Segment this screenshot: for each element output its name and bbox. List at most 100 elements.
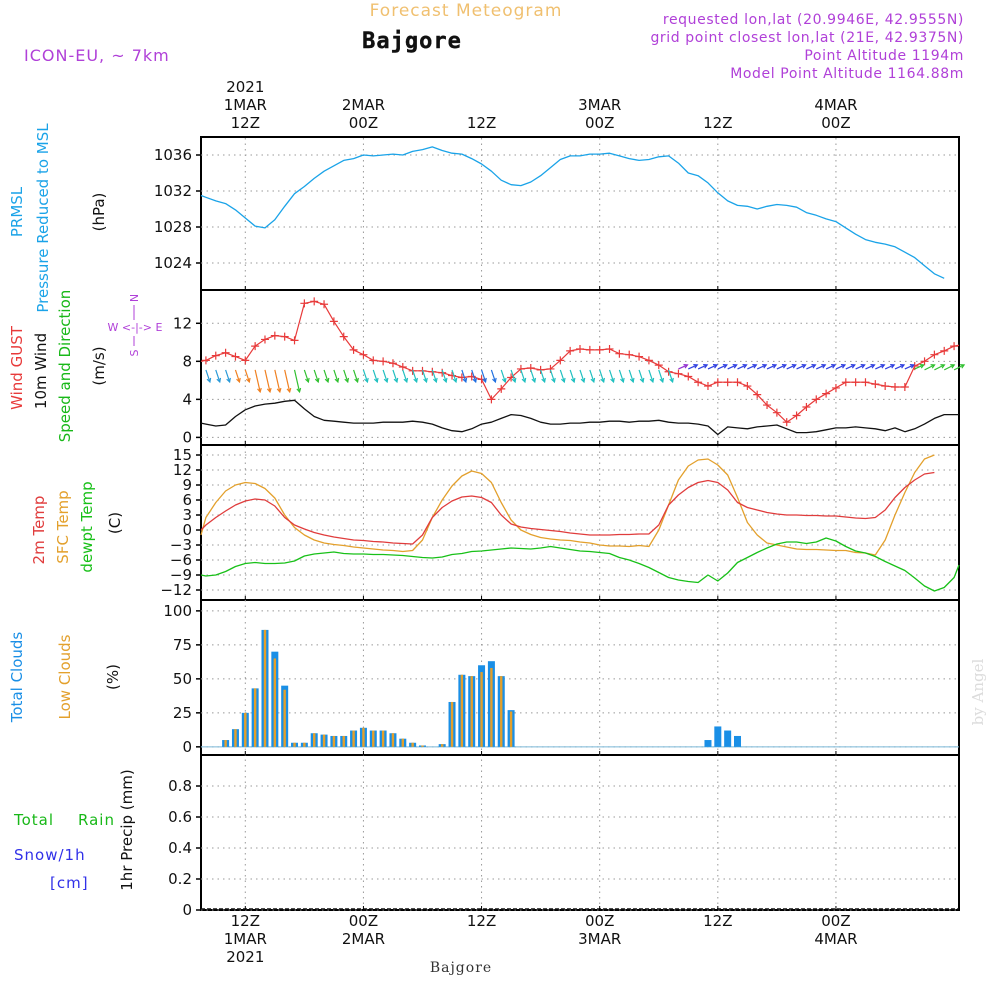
wind-direction-arrowhead [639,377,645,384]
cloud-unit: (%) [104,664,122,690]
wind-direction-arrow [520,369,526,383]
wind-direction-arrowhead [669,377,674,384]
gust-marker [615,349,624,358]
low-cloud-bar [391,733,395,747]
total-cloud-bar [724,730,732,747]
y-tick-label: 1024 [154,254,192,272]
wind-direction-arrowhead [452,377,458,384]
wind-direction-arrow [540,369,546,383]
wind-direction-arrowhead [772,364,778,369]
low-cloud-bar [480,672,483,747]
wind-direction-arrowhead [560,377,566,384]
temp-label-2m: 2m Temp [30,496,48,565]
y-tick-label: 0 [182,738,192,756]
wind-direction-arrow [727,364,737,370]
wind-direction-arrowhead [354,377,359,384]
wind-direction-arrow [608,369,615,383]
low-cloud-bar [460,674,464,747]
wind-direction-arrow [756,364,767,370]
y-tick-label: 3 [182,506,192,524]
chart-title: Forecast Meteogram [370,1,563,21]
wind-direction-arrowhead [226,377,231,384]
low-cloud-bar [490,667,493,747]
y-tick-label: −12 [160,581,192,599]
wind-direction-arrow [924,364,935,371]
wind-direction-arrow [904,364,915,370]
wind-direction-arrow [382,369,388,383]
low-cloud-bar [263,629,267,747]
sfc-temp-line [200,454,935,556]
wind-direction-arrowhead [403,377,409,384]
wind-direction-arrow [737,364,747,370]
wind-direction-arrow [313,369,319,383]
gust-marker [763,401,772,410]
wind-direction-arrow [225,369,231,383]
gust-marker [664,367,673,376]
y-tick-label: 0.6 [168,808,192,826]
y-tick-label: 8 [182,352,192,370]
wind-direction-arrowhead [276,387,282,394]
gust-marker [211,351,220,360]
low-cloud-bar [253,688,257,747]
y-tick-label: 0 [182,901,192,919]
time-label-top: 00Z [349,114,378,132]
wind-direction-arrow [412,369,418,383]
wind-direction-arrowhead [245,377,251,384]
wind-direction-arrow [530,369,536,383]
wind-direction-arrowhead [423,377,428,384]
wind-direction-arrowhead [712,364,719,369]
gust-marker [595,345,604,354]
y-tick-label: 0.2 [168,870,192,888]
wind-direction-arrow [392,369,398,383]
gust-marker [920,357,929,366]
wind-direction-arrowhead [752,364,758,369]
gust-marker [221,348,230,357]
precip-label-cm: [cm] [50,874,89,892]
wind-direction-arrowhead [216,377,222,384]
wind-direction-arrowhead [801,364,807,369]
wind-direction-arrow [697,364,708,370]
gust-marker [231,352,240,361]
precip-label-total: Total [13,811,54,829]
gust-marker [320,300,329,309]
low-cloud-bar [509,711,513,747]
gust-marker [339,332,348,341]
model-altitude: Model Point Altitude 1164.88m [730,66,964,82]
low-cloud-bar [303,742,306,747]
wind-direction-arrow [618,369,624,383]
wind-direction-arrow [480,369,487,383]
precip-label-rain: Rain [78,811,115,829]
gust-marker [772,408,781,417]
time-label-top: 12Z [467,114,496,132]
y-tick-label: 75 [173,636,192,654]
low-cloud-bar [322,734,326,747]
gust-marker [359,350,368,359]
wind-direction-arrowhead [324,377,330,384]
point-altitude: Point Altitude 1194m [804,48,964,64]
total-cloud-bar [714,726,722,747]
gust-marker [881,382,890,391]
wind-label-10m: 10m Wind [32,333,50,409]
gust-marker [428,367,437,376]
cloud-label-total: Total Clouds [8,632,26,724]
wind-direction-arrow [303,369,309,383]
2m-temp-line [200,471,935,545]
compass-we: W <-|-> E [108,321,163,334]
wind-direction-arrowhead [570,377,576,384]
gust-marker [831,383,840,392]
gust-marker [891,382,900,391]
y-tick-label: 0.4 [168,839,192,857]
gust-marker [723,378,732,387]
low-cloud-bar [401,738,405,747]
low-cloud-bar [362,727,365,747]
y-tick-label: 4 [182,390,192,408]
gust-marker [290,336,299,345]
wind-direction-arrow [855,364,865,370]
location-title: Bajgore [362,29,462,54]
wind-direction-arrowhead [334,377,340,384]
low-cloud-bar [352,730,355,747]
time-label-top: 00Z [821,114,850,132]
gust-marker [388,359,397,368]
wind-direction-arrow [668,369,674,383]
wind-direction-arrowhead [899,364,906,369]
